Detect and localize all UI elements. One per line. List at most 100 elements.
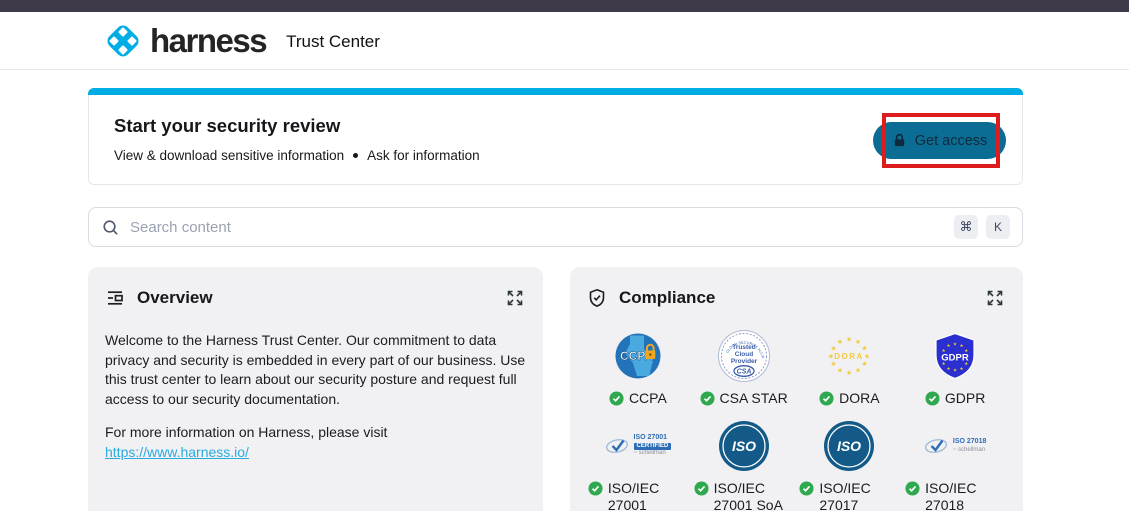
check-circle-icon [588, 481, 603, 496]
expand-icon [507, 290, 523, 306]
schell-badge-icon: ISO 27018 ~ schellman [924, 419, 986, 473]
check-circle-icon [925, 391, 940, 406]
brand-wordmark: harness [150, 21, 268, 59]
svg-text:★: ★ [960, 343, 965, 348]
svg-text:★: ★ [964, 361, 969, 366]
banner-title: Start your security review [114, 115, 341, 136]
check-circle-icon [819, 391, 834, 406]
banner-subtitle: View & download sensitive information As… [114, 148, 1022, 163]
page-title: Trust Center [286, 32, 380, 51]
compliance-badge-csa-star: CLOUD SECURITY ALLIANCE Trusted Cloud Pr… [693, 329, 795, 407]
compliance-badge-ccpa: CCPA CCPA [587, 329, 689, 407]
svg-text:★: ★ [864, 353, 870, 361]
svg-text:★: ★ [855, 338, 861, 346]
badge-label: ISO/IEC 27001 [588, 480, 688, 511]
overview-icon [108, 291, 123, 305]
harness-logo[interactable]: harness [103, 21, 268, 61]
csa-badge-icon: CLOUD SECURITY ALLIANCE Trusted Cloud Pr… [717, 329, 771, 383]
overview-expand-button[interactable] [504, 287, 526, 309]
compliance-badge-iso-iec-27018: ISO 27018 ~ schellman ISO/IEC 27018 [904, 419, 1006, 511]
compliance-card-title: Compliance [619, 288, 716, 307]
harness-logo-icon [107, 25, 139, 56]
main-content: Start your security review View & downlo… [88, 88, 1023, 511]
get-access-button[interactable]: Get access [873, 122, 1006, 159]
cards-row: Overview Welcome to the Harness Trust Ce… [88, 267, 1023, 511]
badge-label-text: GDPR [944, 390, 986, 406]
badge-label: GDPR [925, 390, 985, 407]
security-review-banner: Start your security review View & downlo… [88, 88, 1023, 185]
compliance-expand-button[interactable] [984, 287, 1006, 309]
gdpr-badge-icon: ★ ★ ★ ★ ★ ★ ★ ★ ★ ★ GDPR [930, 329, 980, 383]
badge-label: CSA STAR [699, 390, 788, 407]
shortcut-key-k: K [986, 215, 1010, 239]
svg-text:ISO: ISO [837, 438, 861, 454]
banner-feature-1: View & download sensitive information [114, 148, 345, 163]
check-circle-icon [905, 481, 920, 496]
compliance-badge-gdpr: ★ ★ ★ ★ ★ ★ ★ ★ ★ ★ GDPR GDPR [904, 329, 1006, 407]
svg-text:DORA: DORA [835, 352, 865, 361]
svg-text:★: ★ [828, 353, 834, 361]
check-circle-icon [694, 481, 709, 496]
svg-text:★: ★ [837, 367, 843, 375]
badge-label: DORA [819, 390, 880, 407]
overview-body: Welcome to the Harness Trust Center. Our… [105, 331, 537, 462]
svg-text:★: ★ [831, 360, 837, 368]
svg-text:★: ★ [942, 348, 947, 353]
badge-label-text: ISO/IEC 27017 [819, 480, 871, 511]
svg-text:★: ★ [846, 369, 852, 377]
svg-text:★: ★ [846, 336, 852, 344]
svg-text:★: ★ [855, 367, 861, 375]
svg-text:★: ★ [837, 338, 843, 346]
badge-label: CCPA [609, 390, 667, 407]
svg-text:★: ★ [953, 342, 958, 347]
overview-card-title: Overview [137, 288, 213, 307]
overview-paragraph: Welcome to the Harness Trust Center. Our… [105, 332, 526, 407]
get-access-label: Get access [914, 132, 988, 149]
compliance-badge-iso-iec-27017: ISO ISO/IEC 27017 [799, 419, 901, 511]
svg-text:Trusted: Trusted [732, 344, 756, 351]
svg-text:★: ★ [862, 345, 868, 353]
browser-top-bar [0, 0, 1129, 12]
svg-text:ISO: ISO [732, 438, 756, 454]
schell-badge-icon: ISO 27001 CERTIFIED ~ schellman [605, 419, 672, 473]
search-input[interactable] [130, 218, 946, 236]
check-circle-icon [799, 481, 814, 496]
svg-text:★: ★ [947, 343, 952, 348]
banner-feature-2: Ask for information [367, 148, 480, 163]
svg-text:★: ★ [960, 366, 965, 371]
svg-text:CSA: CSA [736, 369, 751, 376]
shield-check-icon [589, 288, 605, 307]
expand-icon [987, 290, 1003, 306]
dora-badge-icon: ★ ★ ★ ★ ★ ★ ★ ★ ★ ★ ★ ★ DORA [824, 329, 874, 383]
harness-website-link[interactable]: https://www.harness.io/ [105, 443, 249, 460]
badge-label-text: ISO/IEC 27001 SoA [713, 480, 783, 511]
check-circle-icon [699, 391, 715, 406]
check-circle-icon [609, 391, 624, 406]
svg-text:★: ★ [953, 368, 958, 373]
svg-text:GDPR: GDPR [941, 353, 969, 364]
svg-text:★: ★ [964, 348, 969, 353]
compliance-card-header: Compliance [587, 287, 1006, 309]
bullet-separator [353, 153, 359, 158]
overview-more-info: For more information on Harness, please … [105, 424, 388, 460]
badge-label-text: DORA [839, 390, 880, 406]
compliance-badge-iso-iec-27001-soa: ISO ISO/IEC 27001 SoA [693, 419, 795, 511]
svg-text:Cloud: Cloud [734, 351, 752, 358]
badge-label: ISO/IEC 27001 SoA [694, 480, 794, 511]
badge-label: ISO/IEC 27018 [905, 480, 1005, 511]
svg-text:★: ★ [947, 366, 952, 371]
site-header: harness Trust Center [0, 12, 1129, 70]
badge-label-text: CSA STAR [719, 390, 788, 406]
svg-text:Provider: Provider [730, 358, 757, 365]
compliance-badge-grid: CCPA CCPA CLOUD SECURITY ALLIANCE Truste… [587, 329, 1006, 511]
lock-icon [894, 133, 904, 147]
overview-card-header: Overview [105, 287, 526, 309]
svg-text:★: ★ [942, 361, 947, 366]
badge-label: ISO/IEC 27017 [799, 480, 899, 511]
shortcut-key-cmd: ⌘ [954, 215, 978, 239]
svg-text:CCPA: CCPA [620, 349, 653, 363]
iso-badge-icon: ISO [823, 419, 875, 473]
overview-card: Overview Welcome to the Harness Trust Ce… [88, 267, 543, 511]
search-bar[interactable]: ⌘ K [88, 207, 1023, 247]
badge-label-text: ISO/IEC 27001 [607, 480, 660, 511]
